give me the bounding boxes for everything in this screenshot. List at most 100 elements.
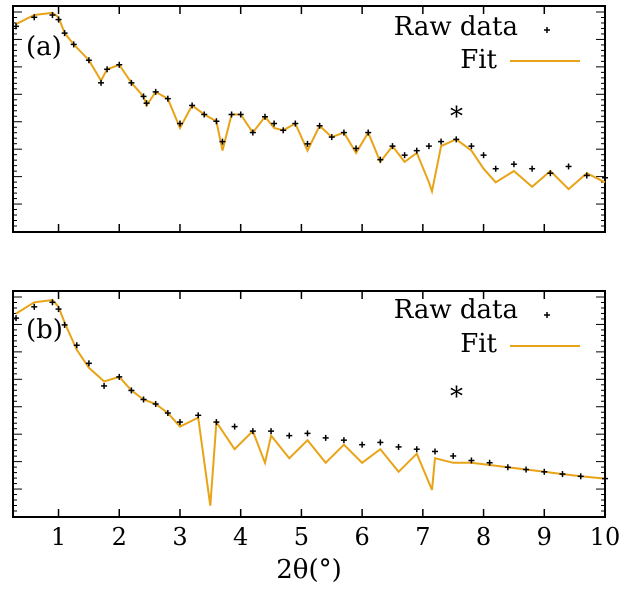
panel-b-raw-point [286, 432, 293, 439]
panel-b-raw-point [213, 419, 220, 426]
panel-b-raw-point [602, 475, 608, 482]
panel-a-raw-point [365, 129, 372, 136]
panel-a-raw-point [261, 113, 268, 120]
panel-a-raw-point [413, 147, 420, 154]
panel-a-raw-point [510, 161, 517, 168]
panel-a-raw-point [377, 156, 384, 163]
panel-b-frame [12, 290, 606, 518]
panel-b-raw-point [577, 473, 584, 480]
panel-b-raw-point [195, 412, 202, 419]
panel-a-raw-point [468, 143, 475, 150]
x-tick-label: 6 [354, 523, 369, 551]
panel-a-raw-point [389, 143, 396, 150]
panel-b-raw-point [176, 419, 183, 426]
panel-b-raw-point [249, 428, 256, 435]
x-tick-label: 3 [172, 523, 187, 551]
panel-b-raw-point [231, 423, 238, 430]
panel-a-raw-point [140, 93, 147, 100]
panel-a: (a) Raw data Fit * [12, 5, 608, 233]
panel-a-raw-point [104, 66, 111, 73]
panel-b-raw-point [559, 471, 566, 478]
panel-a-raw-point [292, 120, 299, 127]
panel-b-legend-raw: Raw data [394, 295, 518, 325]
panel-a-raw-point [85, 57, 92, 64]
panel-b-raw-point [73, 342, 80, 349]
panel-a-annotation: * [450, 102, 463, 132]
panel-a-raw-point [583, 172, 590, 179]
panel-b-raw-point [486, 459, 493, 466]
x-tick-label: 8 [476, 523, 491, 551]
panel-a-raw-point [340, 129, 347, 136]
panel-b-raw-point [31, 303, 38, 310]
panel-a-raw-point [438, 138, 445, 145]
panel-b-raw-point [49, 299, 56, 306]
panel-a-raw-point [249, 129, 256, 136]
panel-a-raw-point [61, 30, 68, 37]
panel-a-raw-point [70, 41, 77, 48]
panel-b-raw-point [13, 315, 20, 322]
x-tick-labels: 1 2 3 4 5 6 7 8 9 10 [51, 523, 620, 551]
panel-a-raw-point [213, 118, 220, 125]
panel-b-raw-point [377, 439, 384, 446]
panel-a-raw-point [116, 61, 123, 68]
panel-b-raw-point [152, 401, 159, 407]
panel-a-raw-point [565, 163, 572, 170]
panel-a-raw-point [152, 88, 159, 95]
panel-b-legend-fit: Fit [460, 329, 497, 359]
x-tick-label: 7 [415, 523, 430, 551]
panel-b-raw-point [340, 437, 347, 444]
panel-a-raw-point [425, 143, 432, 150]
panel-b-raw-point [116, 373, 123, 380]
panel-a-raw-point [316, 122, 323, 129]
panel-a-frame [12, 5, 606, 233]
panel-a-raw-point [143, 100, 150, 107]
panel-a-raw-point [98, 79, 105, 86]
x-tick-label: 4 [233, 523, 248, 551]
panel-a-raw-point [529, 165, 536, 172]
panel-a-raw-point [55, 16, 62, 23]
panel-a-raw-point [353, 145, 360, 152]
panel-a-raw-point [219, 138, 226, 145]
panel-b-raw-point [322, 434, 329, 441]
panel-a-raw-point [13, 23, 20, 30]
panel-b-raw-point [523, 466, 530, 473]
x-axis-label: 2θ(°) [276, 555, 341, 585]
panel-a-raw-point [492, 165, 499, 172]
panel-b-label: (b) [26, 315, 63, 345]
panel-a-raw-point [189, 102, 196, 109]
panel-a-raw-point [280, 127, 287, 134]
panel-a-legend-fit: Fit [460, 45, 497, 75]
panel-b: (b) Raw data Fit * [12, 290, 608, 518]
panel-b-raw-point [268, 428, 275, 435]
panel-a-label: (a) [26, 32, 62, 62]
panel-a-raw-point [176, 120, 183, 127]
panel-a-raw-point [401, 152, 408, 159]
panel-b-raw-point [304, 430, 311, 437]
panel-b-raw-point [101, 382, 108, 389]
x-tick-label: 9 [537, 523, 552, 551]
panel-a-raw-point [128, 79, 135, 86]
panel-a-raw-point [228, 111, 235, 118]
panel-a-raw-point [49, 12, 56, 19]
panel-b-annotation: * [450, 382, 463, 412]
panel-a-raw-point [602, 174, 608, 181]
panel-a-raw-point [31, 14, 38, 21]
panel-a-raw-point [547, 170, 554, 177]
panel-a-raw-point [304, 140, 311, 147]
panel-a-raw-point [453, 136, 460, 143]
x-tick-label: 5 [294, 523, 309, 551]
panel-a-raw-point [328, 134, 335, 141]
panel-a-raw-point [271, 120, 278, 127]
x-tick-label: 2 [112, 523, 127, 551]
panel-a-raw-point [201, 111, 208, 118]
panel-b-raw-point [413, 446, 420, 453]
panel-b-raw-point [61, 321, 68, 328]
panel-b-raw-point [395, 443, 402, 450]
panel-b-raw-point [128, 387, 135, 394]
panel-a-raw-point [237, 111, 244, 118]
x-tick-label: 10 [590, 523, 621, 551]
panel-b-raw-point [541, 468, 548, 475]
panel-b-fit-line [15, 298, 606, 506]
x-tick-label: 1 [51, 523, 66, 551]
